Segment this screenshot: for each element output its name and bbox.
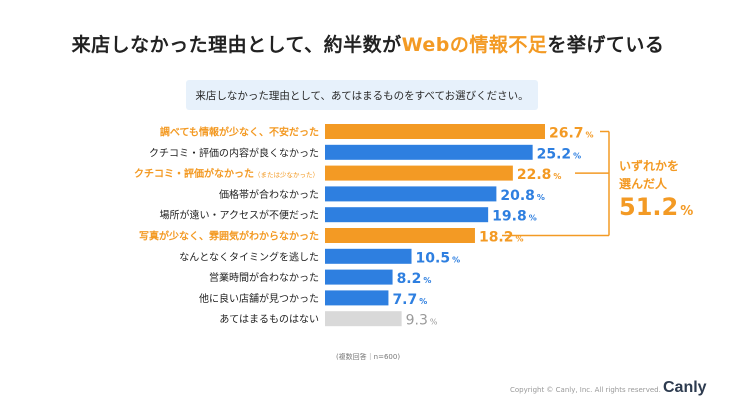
value-label-2: 22.8% [517,167,562,183]
value-number-1: 25.2 [537,146,572,162]
sample-note: (複数回答｜n=600) [335,353,401,361]
summary-label-line-2: 選んだ人 [619,177,668,191]
value-number-8: 7.7 [392,292,417,308]
summary-total-unit: % [680,204,694,219]
bar-0 [325,124,545,139]
bar-5 [325,228,475,243]
value-number-6: 10.5 [416,250,451,266]
value-label-7: 8.2% [397,271,432,287]
category-label-5: 写真が少なく、雰囲気がわからなかった [139,230,319,243]
value-number-9: 9.3 [406,313,428,329]
category-text-3: 価格帯が合わなかった [219,188,319,201]
value-label-0: 26.7% [549,126,594,142]
value-number-2: 22.8 [517,167,552,183]
category-text-8: 他に良い店舗が見つかった [199,292,319,305]
value-unit-1: % [573,151,581,160]
value-unit-6: % [452,255,460,264]
value-unit-8: % [419,297,427,306]
category-label-8: 他に良い店舗が見つかった [199,292,319,305]
bar-9 [325,311,402,327]
bar-1 [325,144,533,160]
summary-total: 51.2% [619,193,693,221]
category-text-1: クチコミ・評価の内容が良くなかった [149,146,319,159]
category-label-0: 調べても情報が少なく、不安だった [160,126,319,139]
category-label-4: 場所が遠い・アクセスが不便だった [160,209,320,222]
title-text-2: を挙げている [547,34,665,56]
bar-8 [325,290,389,306]
value-number-4: 19.8 [492,209,527,225]
value-number-0: 26.7 [549,126,584,142]
bar-4 [325,207,489,223]
bar-6 [325,248,412,264]
category-text-2: クチコミ・評価がなかった [134,167,254,180]
summary-label: いずれかを 選んだ人 [619,157,699,193]
category-label-6: なんとなくタイミングを逃した [179,250,319,263]
value-label-5: 18.2% [479,230,524,246]
bar-3 [325,186,497,202]
title-text-1: 来店しなかった理由として、約半数が [71,34,402,56]
value-unit-0: % [586,131,594,140]
value-number-5: 18.2 [479,230,514,246]
category-text-5: 写真が少なく、雰囲気がわからなかった [139,230,319,243]
category-label-2: クチコミ・評価がなかった（または少なかった） [134,167,319,180]
bar-2 [325,165,513,181]
category-label-9: あてはまるものはない [219,314,319,326]
category-text-6: なんとなくタイミングを逃した [179,250,319,263]
question-text: 来店しなかった理由として、あてはまるものをすべてお選びください。 [195,89,529,102]
category-suffix-2: （または少なかった） [254,171,319,179]
value-number-3: 20.8 [500,188,535,204]
category-label-1: クチコミ・評価の内容が良くなかった [149,146,319,159]
title-highlight: Webの情報不足 [401,34,548,56]
category-text-7: 営業時間が合わなかった [209,271,319,284]
canly-logo: Canly [663,379,707,396]
category-text-4: 場所が遠い・アクセスが不便だった [160,209,320,222]
copyright-text: Copyright © Canly, Inc. All rights reser… [510,386,661,394]
value-unit-7: % [423,276,431,285]
value-label-8: 7.7% [392,292,427,308]
bar-7 [325,269,393,285]
question-box: 来店しなかった理由として、あてはまるものをすべてお選びください。 [186,80,538,110]
value-label-3: 20.8% [500,188,545,204]
category-label-3: 価格帯が合わなかった [219,188,319,201]
summary-label-line-1: いずれかを [619,159,680,173]
category-label-7: 営業時間が合わなかった [209,271,319,284]
value-unit-9: % [430,318,438,327]
value-unit-5: % [516,235,524,244]
value-unit-3: % [537,193,545,202]
value-label-4: 19.8% [492,209,537,225]
value-label-9: 9.3% [406,313,438,329]
chart-title: 来店しなかった理由として、約半数がWebの情報不足を挙げている [0,30,736,57]
category-text-0: 調べても情報が少なく、不安だった [160,126,319,139]
value-number-7: 8.2 [397,271,422,287]
value-label-1: 25.2% [537,146,582,162]
category-text-9: あてはまるものはない [219,314,319,326]
summary-total-value: 51.2 [619,193,679,221]
value-label-6: 10.5% [416,250,461,266]
value-unit-4: % [529,214,537,223]
value-unit-2: % [553,172,561,181]
